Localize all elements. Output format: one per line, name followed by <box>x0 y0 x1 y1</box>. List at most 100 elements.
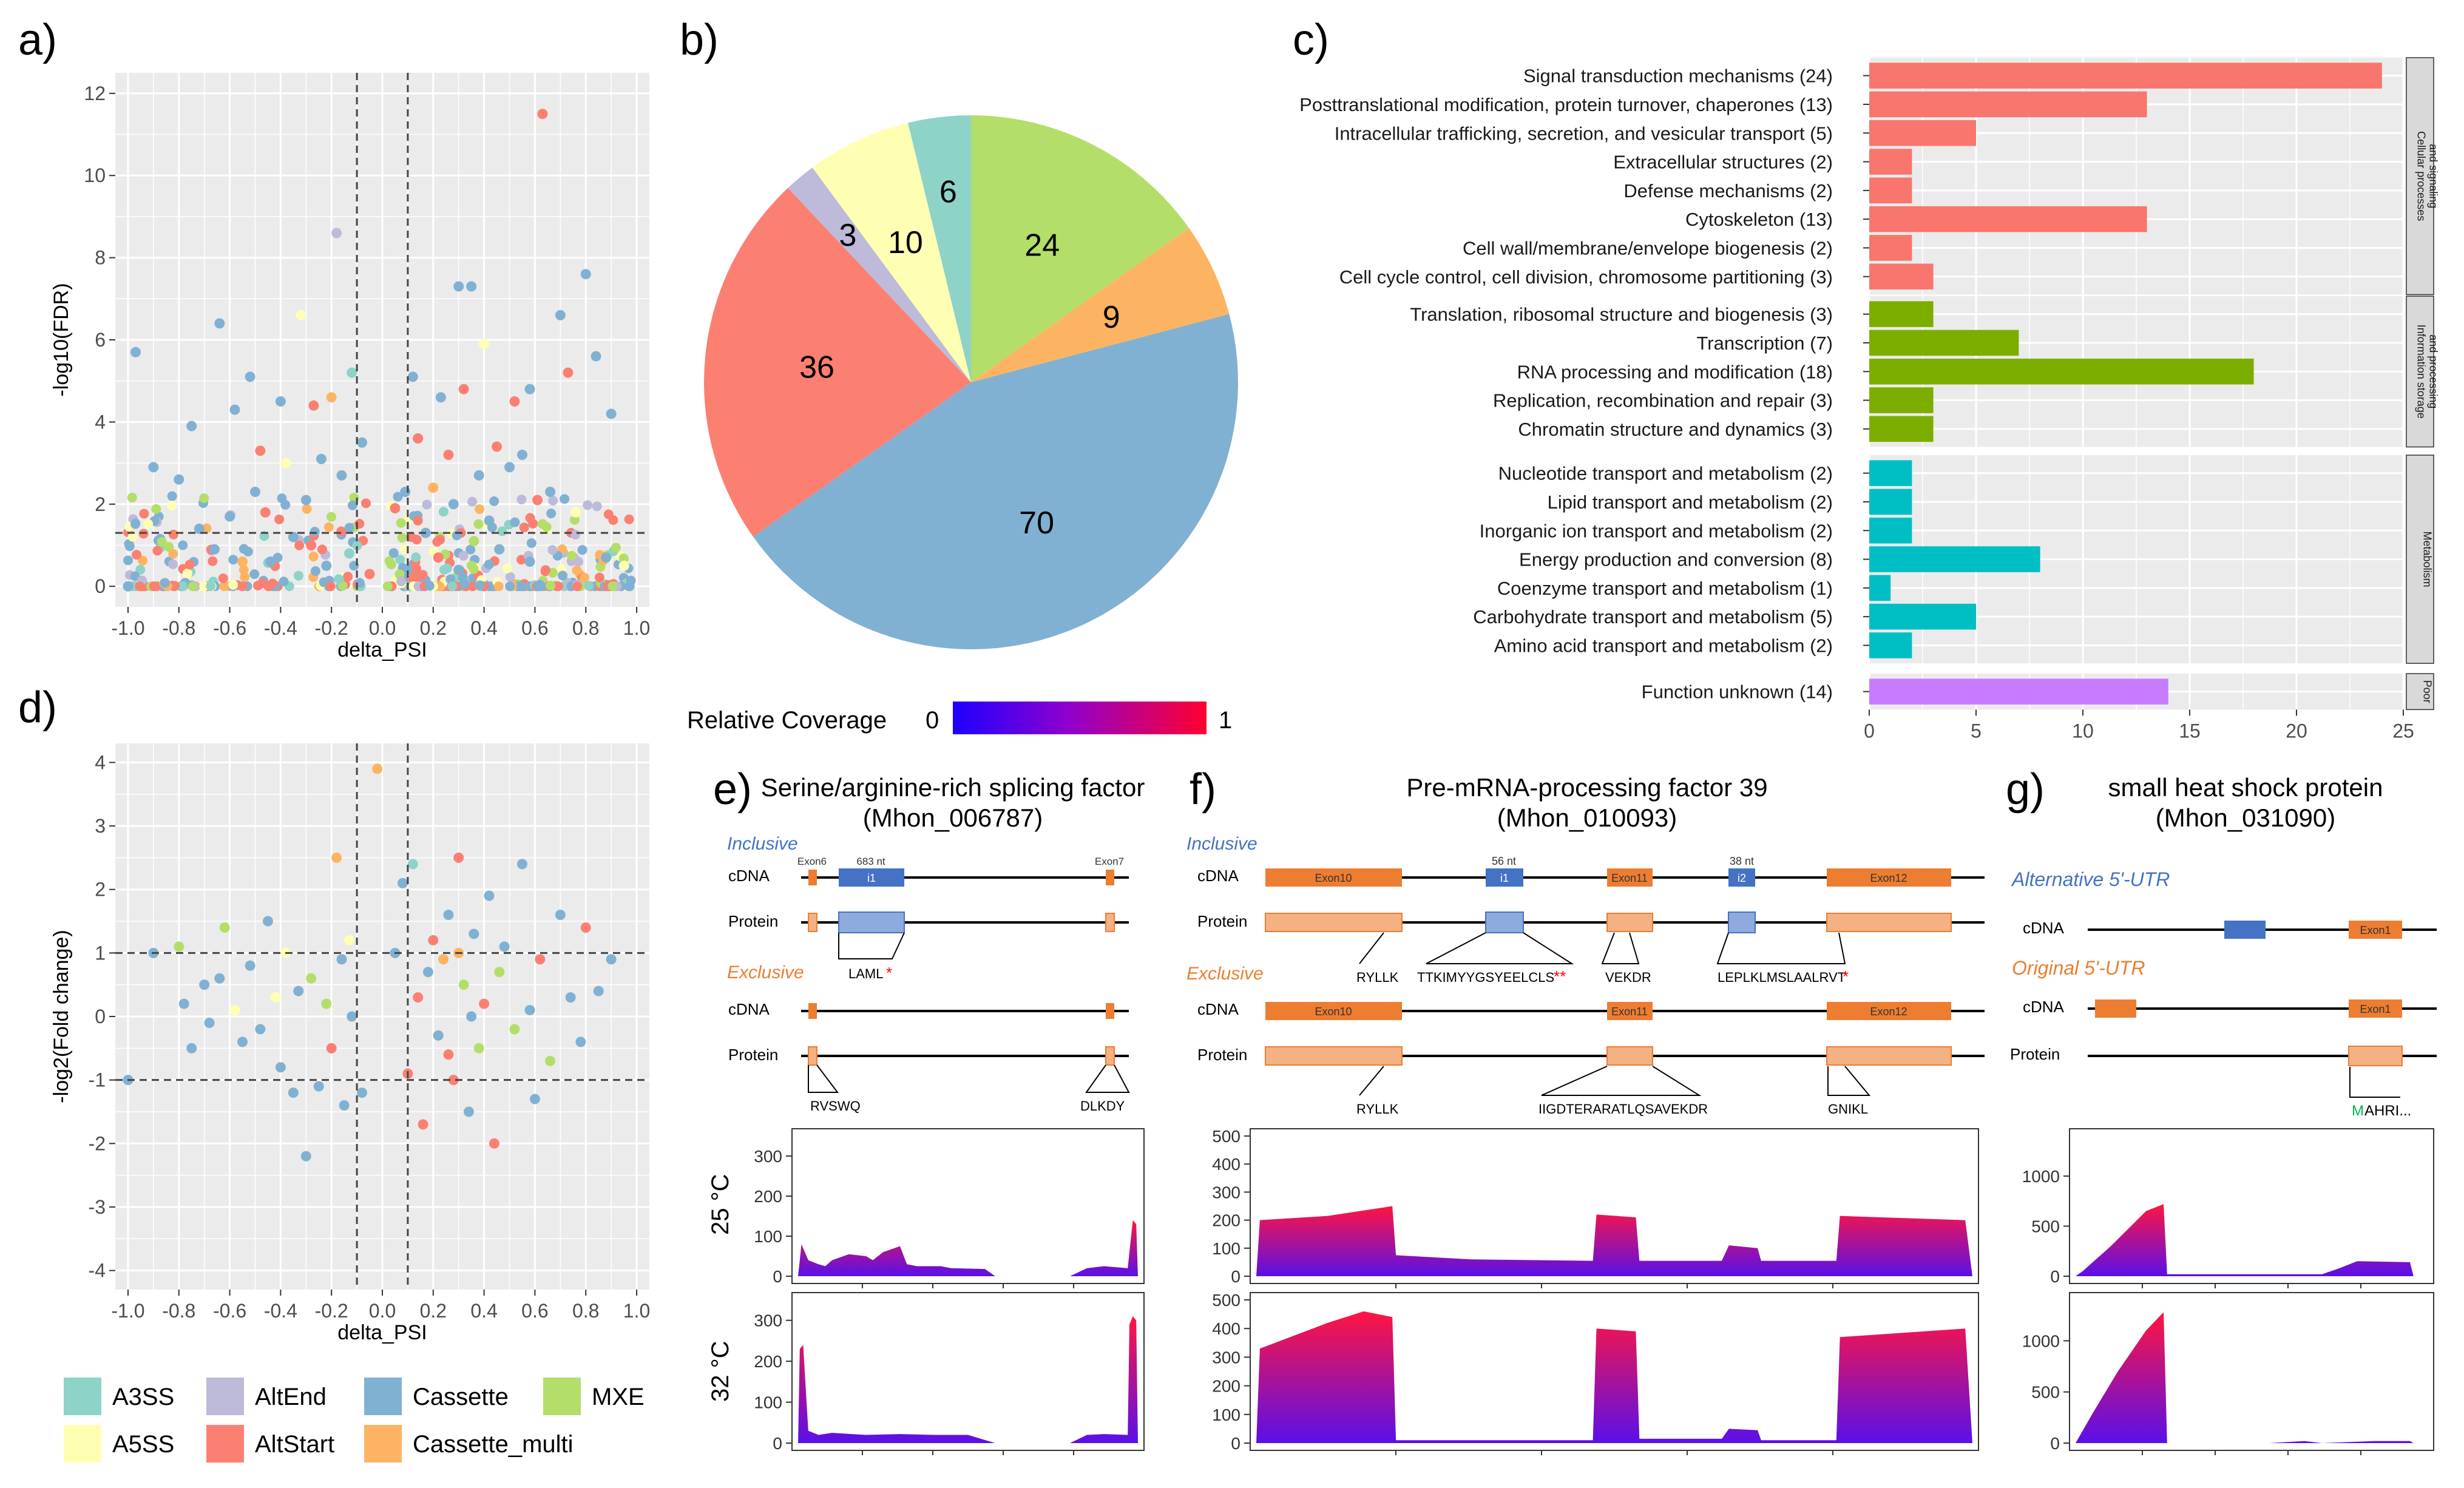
panel-g-cdna-label-2: cDNA <box>2023 998 2065 1016</box>
facet-strip-label: Cellular processes <box>2415 131 2428 221</box>
bar <box>1869 235 1912 261</box>
data-point <box>336 470 347 481</box>
data-point <box>288 532 299 543</box>
panel-f-nt1: 56 nt <box>1492 855 1516 867</box>
category-label: RNA processing and modification (18) <box>1517 361 1833 382</box>
bar <box>1869 517 1912 544</box>
coverage-area <box>798 1220 1138 1276</box>
data-point-dense <box>323 522 334 532</box>
data-point-dense <box>566 550 577 561</box>
data-point-dense <box>310 527 320 537</box>
data-point <box>448 1075 459 1086</box>
data-point <box>219 922 230 933</box>
data-point <box>262 916 273 927</box>
x-tick-label: 5 <box>1971 720 1982 742</box>
data-point-dense <box>280 499 291 510</box>
data-point <box>245 960 256 971</box>
panel-f-exon10-text-2: Exon10 <box>1315 1006 1352 1018</box>
bar <box>1869 632 1912 658</box>
y-tick-label: 4 <box>95 411 106 433</box>
panel-e-inclusive-label: Inclusive <box>727 834 798 854</box>
bar <box>1869 416 1934 442</box>
panel-f-pep-d-star: * <box>1843 967 1849 986</box>
data-point <box>186 421 197 431</box>
coverage-scale-min: 0 <box>926 707 939 734</box>
data-point <box>225 511 235 522</box>
coverage-frame <box>791 1292 1145 1451</box>
y-tick-label: 500 <box>2031 1217 2060 1236</box>
data-point <box>606 408 617 419</box>
data-point <box>339 1100 350 1111</box>
y-tick-label: 200 <box>754 1352 782 1371</box>
panel-f-callout-a <box>1359 932 1384 964</box>
data-point-dense <box>157 536 167 547</box>
pie-slice <box>788 167 971 382</box>
pie-slice-label: 36 <box>799 350 834 385</box>
data-point-dense <box>201 523 212 533</box>
data-point-dense <box>347 500 357 510</box>
panel-e-protein-i1 <box>838 911 905 933</box>
temp-label-32: 32 °C <box>707 1341 734 1402</box>
data-point-dense <box>497 526 507 536</box>
data-point-dense <box>184 560 195 570</box>
bar <box>1869 575 1891 601</box>
panel-e-exon7-box-2 <box>1106 1003 1114 1019</box>
coverage-scale-label: Relative Coverage <box>687 707 887 734</box>
y-tick-label: 300 <box>754 1311 782 1330</box>
data-point-dense <box>459 578 470 589</box>
bar <box>1869 387 1934 413</box>
data-point <box>186 1043 197 1053</box>
data-point-dense <box>397 532 407 543</box>
cog-bar-chart-c: Cellular processes and signaling Signal tr… <box>1299 57 2440 742</box>
panel-f-exclusive-label: Exclusive <box>1186 964 1264 984</box>
data-point-dense <box>317 544 327 555</box>
data-point <box>443 1049 454 1060</box>
temp-label-25: 25 °C <box>707 1174 734 1236</box>
x-tick-label: 0.4 <box>470 617 497 639</box>
y-tick-label: 3 <box>95 815 106 837</box>
panel-f-exon10-box-2 <box>1265 1002 1402 1020</box>
y-tick-label: 500 <box>1212 1291 1240 1310</box>
y-tick-label: 100 <box>1212 1405 1240 1424</box>
coverage-gradient-bar <box>953 702 1207 734</box>
data-point-dense <box>505 581 515 592</box>
x-tick-label: -0.2 <box>315 617 348 639</box>
panel-f-pep-f: IIGDTERARATLQSAVEKDR <box>1538 1101 1708 1117</box>
legend-swatch <box>64 1378 101 1415</box>
y-tick-label: -3 <box>89 1196 106 1218</box>
data-point-dense <box>572 565 582 575</box>
data-point-dense <box>569 515 580 525</box>
data-point <box>199 979 210 990</box>
category-label: Cell cycle control, cell division, chrom… <box>1339 266 1833 288</box>
data-point-dense <box>516 495 527 505</box>
data-point-dense <box>386 560 396 570</box>
y-tick-label: 300 <box>1212 1348 1240 1367</box>
data-point <box>504 462 515 473</box>
category-label: Replication, recombination and repair (3… <box>1493 390 1833 411</box>
y-axis-label: -log2(Fold change) <box>50 930 73 1103</box>
y-tick-label: 0 <box>2050 1267 2060 1286</box>
data-point-dense <box>618 553 629 564</box>
panel-label-b: b) <box>680 16 719 64</box>
data-point <box>245 371 256 382</box>
coverage-area <box>1256 1206 1972 1276</box>
panel-e-peptide-incl-star: * <box>886 964 892 982</box>
data-point-dense <box>484 560 494 570</box>
data-point <box>306 539 317 550</box>
panel-e-peptide-ex2: DLKDY <box>1080 1098 1125 1114</box>
panel-e-i1-text: i1 <box>867 872 876 884</box>
data-point-dense <box>560 494 570 504</box>
panel-f-callout-f <box>1541 1066 1702 1096</box>
panel-f-exon11-text: Exon11 <box>1611 872 1648 884</box>
x-tick-label: -0.6 <box>213 1300 246 1322</box>
pie-slice <box>704 188 971 537</box>
data-point-dense <box>540 565 550 575</box>
x-tick-label: 1.0 <box>623 1300 650 1322</box>
data-point <box>336 954 347 965</box>
data-point-dense <box>344 522 354 533</box>
panel-g-exon1-box <box>2349 921 2402 939</box>
data-point-dense <box>164 542 174 552</box>
pie-slice <box>753 314 1238 649</box>
data-point <box>229 1005 240 1016</box>
panel-e-protein-exon6-2 <box>808 1046 817 1066</box>
